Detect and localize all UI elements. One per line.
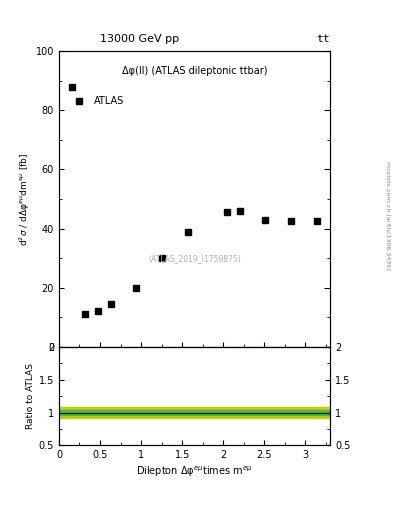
X-axis label: Dilepton Δφ$^{e\mu}$times m$^{e\mu}$: Dilepton Δφ$^{e\mu}$times m$^{e\mu}$	[136, 464, 253, 479]
Text: mcplots.cern.ch [arXiv:1306.3436]: mcplots.cern.ch [arXiv:1306.3436]	[385, 161, 389, 269]
Text: 13000 GeV pp: 13000 GeV pp	[100, 33, 179, 44]
Y-axis label: Ratio to ATLAS: Ratio to ATLAS	[26, 363, 35, 429]
Y-axis label: d$^{2}$$\sigma$ / dΔφ$^{e\mu}$dm$^{e\mu}$ [fb]: d$^{2}$$\sigma$ / dΔφ$^{e\mu}$dm$^{e\mu}…	[17, 153, 31, 246]
Bar	[59, 410, 330, 415]
Bar	[59, 408, 330, 418]
Text: (ATLAS_2019_I1759875): (ATLAS_2019_I1759875)	[148, 253, 241, 263]
Text: tt: tt	[317, 33, 330, 44]
Text: ATLAS: ATLAS	[94, 96, 125, 106]
Text: Δφ(ll) (ATLAS dileptonic ttbar): Δφ(ll) (ATLAS dileptonic ttbar)	[122, 66, 267, 76]
